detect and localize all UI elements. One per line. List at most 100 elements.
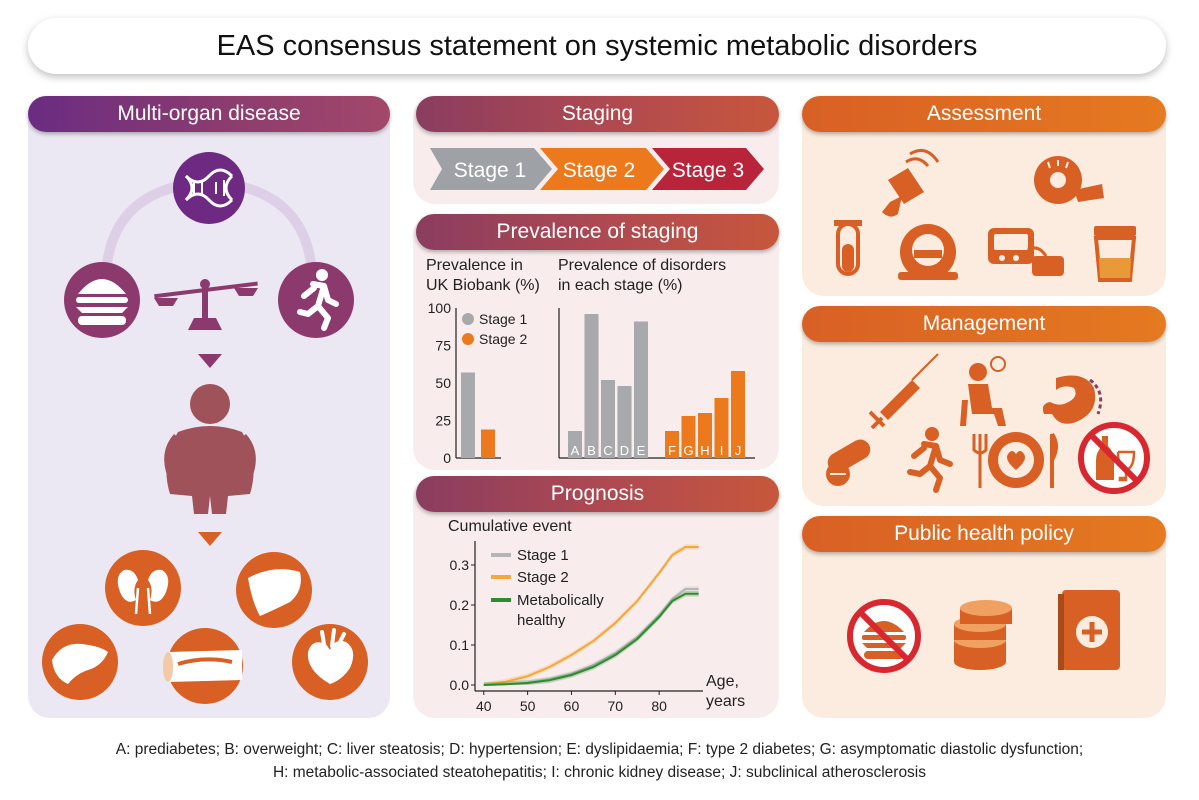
staging-header: Staging (416, 96, 779, 132)
burger-icon (64, 262, 140, 338)
prognosis-y-tick-label: 0.0 (450, 677, 470, 693)
arrow-down-icon (198, 354, 222, 368)
prognosis-x-tick-label: 40 (476, 698, 492, 714)
disorder-bar-I (714, 398, 729, 458)
mri-scanner-icon (898, 224, 958, 280)
biobank-legend-swatch (462, 333, 474, 345)
disorder-bar-F (665, 431, 679, 458)
prevalence-charts: 0 25 50 75 100 Stage 1 Stage 2 A B C D E F G H I J (428, 300, 755, 466)
assessment-icons (834, 148, 1137, 282)
prognosis-header: Prognosis (416, 476, 779, 512)
prognosis-legend-label: healthy (517, 612, 566, 629)
prognosis-chart: 0.0 0.1 0.2 0.3 40 50 60 70 80 Stage 1 Stage 2 Meta… (450, 541, 703, 714)
assessment-header: Assessment (802, 96, 1166, 132)
prognosis-x-tick-label: 80 (651, 698, 667, 714)
no-alcohol-icon (1078, 422, 1150, 494)
prognosis-ylabel: Cumulative event (448, 518, 572, 535)
test-tube-icon (834, 220, 862, 276)
stage-3-label: Stage 3 (672, 159, 744, 182)
multi-organ-illustration (42, 152, 368, 704)
prevalence-header-text: Prevalence of staging (496, 220, 699, 243)
stage-1-chevron: Stage 1 (430, 148, 552, 190)
disorder-bar-B (584, 314, 599, 458)
biobank-chart-title: Prevalence in UK Biobank (%) (426, 256, 540, 296)
footnote-line-1: A: prediabetes; B: overweight; C: liver … (115, 741, 1084, 758)
running-icon (907, 427, 953, 493)
stage-1-shape (430, 148, 552, 190)
biobank-y-tick-label: 0 (443, 450, 451, 466)
disorder-bar-J (731, 371, 745, 458)
page-title: EAS consensus statement on systemic meta… (28, 18, 1166, 74)
prognosis-panel (413, 476, 779, 718)
staging-arrows: Stage 1 Stage 2 Stage 3 (430, 148, 764, 190)
biobank-y-tick-label: 100 (428, 300, 452, 316)
ultrasound-probe-icon (882, 148, 940, 217)
prevalence-header: Prevalence of staging (416, 214, 779, 250)
artery-icon (163, 628, 243, 704)
prognosis-band-3 (483, 591, 699, 685)
disorder-bar-G (681, 416, 696, 458)
kidneys-icon (105, 550, 181, 626)
biobank-y-tick-label: 75 (435, 338, 451, 354)
disorder-bar-label-J: J (735, 443, 742, 458)
footnote-line-2: H: metabolic-associated steatohepatitis;… (272, 764, 927, 781)
policy-icons (847, 590, 1120, 673)
disorder-bar-C (601, 380, 615, 458)
disorders-title-line2: in each stage (%) (558, 277, 683, 294)
disorder-bar-label-F: F (668, 443, 676, 458)
health-book-icon (1058, 590, 1120, 670)
syringe-icon (868, 353, 939, 430)
management-icons (826, 353, 1150, 494)
disorder-bar-A (568, 431, 582, 458)
prognosis-header-text: Prognosis (550, 482, 645, 505)
stage-2-shape (540, 148, 664, 190)
multi-organ-header-text: Multi-organ disease (117, 102, 301, 125)
stage-2-chevron: Stage 2 (540, 148, 664, 190)
biobank-legend-label: Stage 2 (479, 331, 527, 347)
prognosis-xlabel-line1: Age, (706, 673, 739, 690)
running-person-icon (278, 262, 354, 338)
assessment-header-text: Assessment (926, 102, 1042, 125)
dna-icon (173, 152, 245, 224)
disorder-bar-D (617, 386, 632, 458)
prognosis-xlabel-line2: years (706, 693, 746, 710)
counselling-icon (960, 356, 1006, 426)
management-header-text: Management (922, 312, 1046, 335)
page-title-text: EAS consensus statement on systemic meta… (216, 29, 978, 62)
stage-1-label: Stage 1 (454, 159, 526, 182)
disorder-bar-label-H: H (700, 443, 709, 458)
no-fast-food-icon (847, 599, 921, 673)
biobank-bar-1 (461, 372, 475, 458)
biobank-y-tick-label: 25 (435, 413, 451, 429)
disorder-bar-label-D: D (620, 443, 629, 458)
prognosis-legend-label: Metabolically (517, 592, 604, 609)
disorder-bar-H (698, 413, 712, 458)
prognosis-x-tick-label: 50 (520, 698, 536, 714)
urine-sample-cup-icon (1093, 226, 1137, 282)
public-health-policy-header-text: Public health policy (894, 522, 1074, 545)
tape-measure-icon (1034, 156, 1104, 204)
stage-2-label: Stage 2 (563, 159, 635, 182)
stage-3-shape (652, 148, 764, 190)
balance-scale-icon (154, 279, 258, 330)
disorder-bar-label-C: C (603, 443, 612, 458)
management-header: Management (802, 306, 1166, 342)
disorder-bar-label-E: E (637, 443, 646, 458)
biobank-y-tick-label: 50 (435, 375, 451, 391)
disorder-bar-E (634, 321, 648, 458)
biobank-title-line1: Prevalence in (426, 257, 523, 274)
prognosis-y-tick-label: 0.3 (450, 557, 470, 573)
public-health-policy-header: Public health policy (802, 516, 1166, 552)
disorders-title-line1: Prevalence of disorders (558, 257, 727, 274)
biobank-title-line2: UK Biobank (%) (426, 277, 540, 294)
blood-pressure-monitor-icon (988, 228, 1064, 276)
healthy-plate-icon (972, 432, 1058, 488)
staging-header-text: Staging (561, 102, 634, 125)
prognosis-line-2 (483, 546, 699, 686)
disorder-bar-label-I: I (720, 443, 724, 458)
heart-icon (292, 624, 368, 700)
disorder-bar-label-A: A (571, 443, 580, 458)
prognosis-xlabel: Age, years (706, 672, 745, 712)
prognosis-legend-label: Stage 2 (517, 569, 569, 586)
biobank-legend-swatch (462, 313, 474, 325)
